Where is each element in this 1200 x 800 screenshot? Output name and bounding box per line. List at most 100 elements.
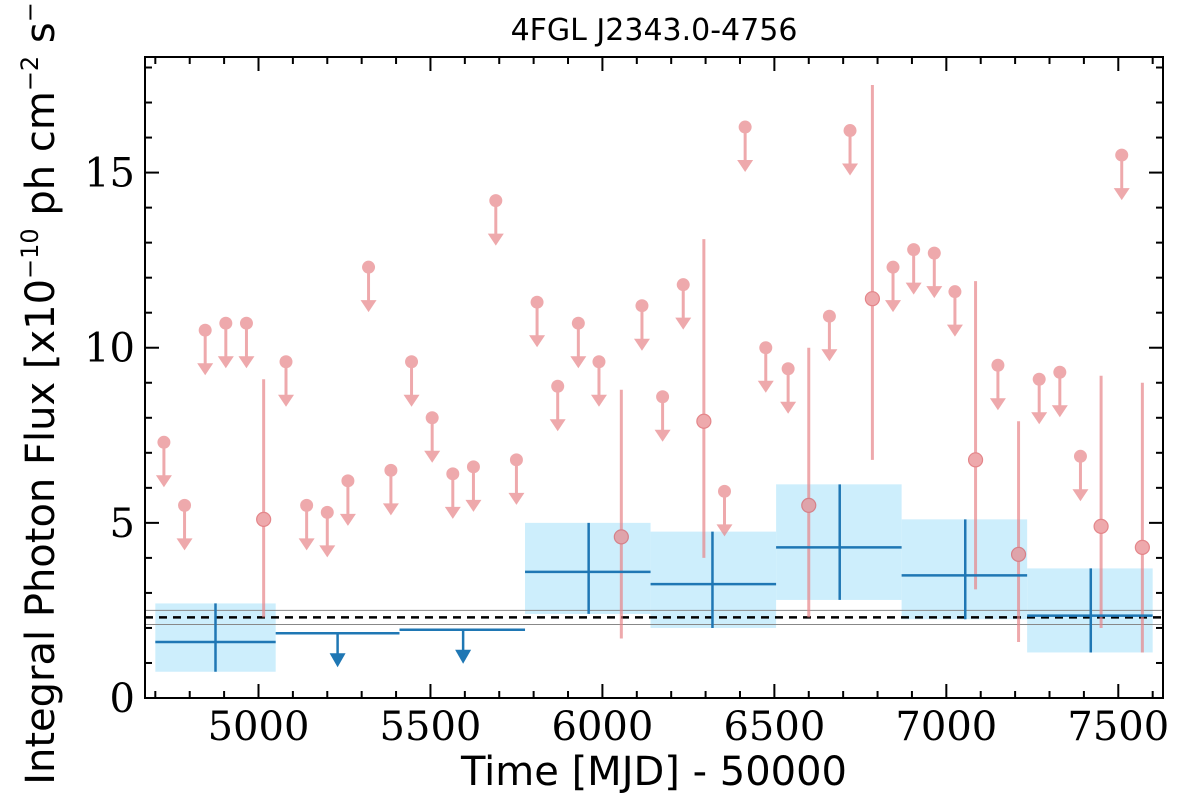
y-axis-label: Integral Photon Flux [x10−10 ph cm−2 s−1… — [16, 0, 64, 785]
upper-limit-arrowhead — [319, 545, 336, 558]
upper-limit-marker — [635, 299, 649, 313]
short-bin-upper-limit-10 — [382, 463, 399, 516]
short-bin-upper-limit-12 — [424, 411, 441, 463]
upper-limit-arrowhead — [298, 538, 315, 551]
upper-limit-arrowhead — [155, 475, 172, 488]
short-bin-upper-limit-24 — [716, 484, 733, 537]
upper-limit-arrowhead — [737, 160, 754, 173]
upper-limit-arrowhead — [757, 380, 774, 393]
upper-limit-marker — [886, 260, 900, 274]
y-axis-label-prefix: Integral Photon Flux [x10 — [18, 279, 64, 785]
upper-limit-arrowhead — [403, 394, 420, 407]
short-bin-upper-limit-8 — [339, 474, 356, 526]
upper-limit-marker — [571, 316, 585, 330]
y-axis-label-exp1: −10 — [16, 228, 44, 279]
short-bin-marker — [967, 452, 984, 468]
upper-limit-arrowhead — [780, 401, 797, 414]
short-bin-point-4 — [864, 85, 880, 460]
upper-limit-marker — [446, 467, 460, 481]
upper-limit-marker — [198, 323, 212, 337]
upper-limit-marker — [1073, 449, 1087, 463]
upper-limit-marker — [509, 453, 523, 467]
long-bin-ul-arrowhead — [329, 653, 346, 668]
short-bin-upper-limit-30 — [885, 260, 902, 313]
upper-limit-arrowhead — [487, 233, 504, 246]
upper-limit-marker — [489, 194, 503, 208]
short-bin-upper-limit-4 — [238, 316, 255, 369]
upper-limit-marker — [530, 295, 544, 309]
upper-limit-arrowhead — [1072, 489, 1089, 502]
short-bin-upper-limit-5 — [278, 355, 295, 407]
upper-limit-marker — [239, 316, 253, 330]
upper-limit-arrowhead — [926, 286, 943, 299]
long-bin-ul-arrowhead — [455, 649, 472, 664]
short-bin-upper-limit-17 — [529, 295, 546, 348]
upper-limit-marker — [551, 379, 565, 393]
upper-limit-arrowhead — [946, 324, 963, 337]
long-bin-point-4 — [901, 519, 1028, 620]
upper-limit-marker — [178, 498, 192, 512]
short-bin-upper-limit-36 — [1051, 365, 1068, 418]
short-bin-upper-limit-3 — [217, 316, 234, 369]
upper-limit-marker — [738, 120, 752, 134]
upper-limit-marker — [718, 484, 732, 498]
y-tick-label: 10 — [84, 326, 135, 372]
upper-limit-marker — [676, 278, 690, 292]
short-bin-point-0 — [256, 379, 272, 618]
upper-limit-marker — [948, 285, 962, 299]
short-bin-marker — [696, 413, 712, 429]
short-bin-upper-limit-9 — [360, 260, 377, 313]
upper-limit-arrowhead — [905, 282, 922, 295]
upper-limit-arrowhead — [842, 163, 859, 176]
upper-limit-arrowhead — [570, 356, 587, 369]
upper-limit-arrowhead — [989, 398, 1006, 411]
upper-limit-marker — [279, 355, 293, 369]
short-bin-point-1 — [613, 389, 629, 639]
upper-limit-arrowhead — [238, 356, 255, 369]
upper-limit-arrowhead — [360, 300, 377, 313]
upper-limit-marker — [781, 362, 795, 376]
short-bin-upper-limit-33 — [946, 285, 963, 337]
upper-limit-arrowhead — [675, 317, 692, 330]
long-bin-point-2 — [650, 531, 777, 628]
y-tick-label: 0 — [110, 676, 135, 722]
y-axis-label-exp2: −2 — [16, 56, 44, 91]
upper-limit-arrowhead — [1051, 405, 1068, 418]
upper-limit-arrowhead — [1113, 188, 1130, 201]
upper-limit-marker — [362, 260, 376, 274]
upper-limit-marker — [341, 474, 355, 488]
long-bin-point-1 — [525, 522, 651, 614]
x-tick-label: 6500 — [723, 704, 825, 750]
short-bin-point-8 — [1134, 382, 1150, 653]
upper-limit-marker — [405, 355, 419, 369]
short-bin-marker — [1134, 539, 1150, 555]
short-bin-upper-limit-35 — [1031, 372, 1048, 425]
short-bin-marker — [613, 529, 629, 545]
upper-limit-marker — [219, 316, 233, 330]
upper-limit-marker — [927, 246, 941, 260]
short-bin-upper-limit-23 — [675, 278, 692, 330]
upper-limit-arrowhead — [508, 492, 525, 505]
upper-limit-marker — [656, 390, 670, 404]
short-bin-upper-limit-11 — [403, 355, 420, 407]
upper-limit-arrowhead — [529, 335, 546, 348]
upper-limit-marker — [466, 460, 480, 474]
short-bin-upper-limit-0 — [155, 435, 172, 488]
upper-limit-arrowhead — [424, 450, 441, 463]
upper-limit-arrowhead — [197, 363, 214, 376]
short-bin-point-5 — [967, 281, 984, 590]
upper-limit-marker — [1115, 148, 1129, 162]
short-bin-upper-limit-25 — [737, 120, 754, 173]
short-bin-upper-limit-34 — [989, 358, 1006, 411]
long-bin-point-0 — [155, 603, 276, 672]
short-bin-marker — [864, 291, 880, 307]
plot-area — [145, 85, 1163, 672]
x-axis-label: Time [MJD] - 50000 — [460, 749, 847, 795]
short-bin-upper-limit-31 — [905, 243, 922, 295]
y-axis-label-mid2: s — [18, 22, 64, 56]
upper-limit-marker — [1053, 365, 1067, 379]
upper-limit-arrowhead — [549, 419, 566, 432]
upper-limit-arrowhead — [821, 349, 838, 362]
upper-limit-arrowhead — [278, 394, 295, 407]
x-tick-label: 6000 — [552, 704, 654, 750]
